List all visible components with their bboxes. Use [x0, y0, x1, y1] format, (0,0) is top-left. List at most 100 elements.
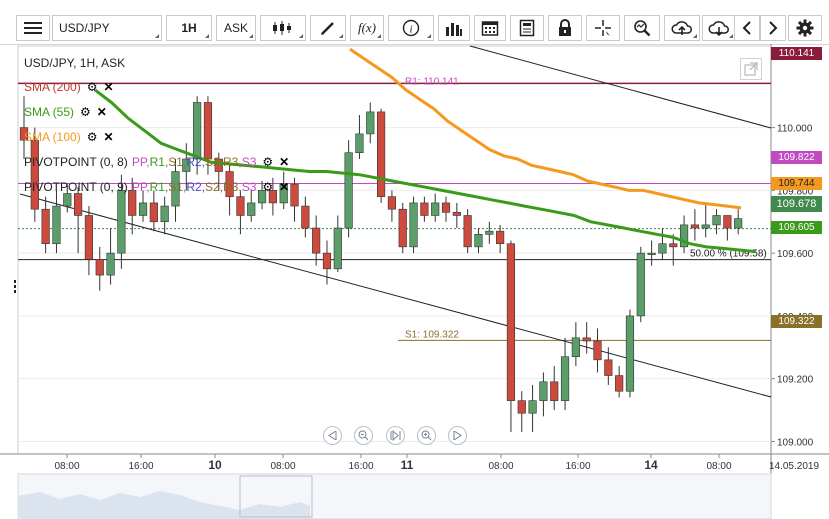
triangle-left-icon: [328, 431, 337, 440]
candle-body: [452, 212, 461, 216]
candle-body: [431, 202, 440, 216]
info-button[interactable]: i: [388, 15, 434, 41]
price-tag-sma100: 109.744: [771, 177, 822, 190]
zoom-out-icon: [358, 430, 369, 441]
fib-label: 50.00 % (109.58): [690, 249, 767, 260]
candle-body: [420, 202, 429, 216]
reset-icon: [390, 430, 401, 441]
calendar-icon: [481, 21, 499, 36]
candle-body: [528, 400, 537, 414]
candle-body: [84, 215, 94, 260]
candle-body: [117, 190, 126, 254]
symbol-select[interactable]: USD/JPY: [52, 15, 162, 41]
indicators-button[interactable]: f(x): [350, 15, 384, 41]
candle-body: [333, 227, 342, 270]
candle-body: [517, 400, 526, 414]
zoom-in-icon: [421, 430, 432, 441]
candle-body: [236, 196, 245, 216]
lock-button[interactable]: [548, 15, 582, 41]
draw-button[interactable]: [310, 15, 346, 41]
upload-button[interactable]: [664, 15, 700, 41]
sma55-line: [94, 88, 757, 254]
crosshair-button[interactable]: [586, 15, 620, 41]
next-button[interactable]: [760, 15, 786, 41]
candle-body: [496, 230, 505, 245]
chart-type-button[interactable]: [260, 15, 306, 41]
price-tag-r1: 109.822: [771, 151, 822, 164]
prev-icon: [742, 21, 751, 35]
r1-label: R1: 110.141: [405, 76, 459, 87]
close-icon[interactable]: ✕: [279, 155, 290, 169]
candle-body: [171, 171, 180, 207]
next-icon: [769, 21, 778, 35]
reset-view-button[interactable]: [386, 426, 405, 445]
candle-body: [615, 375, 624, 392]
popout-button[interactable]: [740, 58, 762, 80]
candle-body: [268, 190, 277, 204]
candle-body: [214, 158, 223, 172]
gear-icon[interactable]: ⚙: [262, 155, 274, 169]
pivot2-label: PIVOTPOINT (0, 9): [24, 180, 128, 194]
x-tick-label: 08:00: [270, 461, 295, 472]
candle-body: [560, 356, 570, 401]
prev-button[interactable]: [734, 15, 760, 41]
interval-select[interactable]: 1H: [166, 15, 212, 41]
gear-icon[interactable]: ⚙: [86, 80, 98, 94]
candle-body: [19, 127, 29, 141]
close-icon[interactable]: ✕: [103, 80, 114, 94]
candle-body: [571, 337, 580, 358]
candles-icon: [273, 21, 291, 35]
candle-body: [52, 205, 61, 245]
x-tick-label: 10: [208, 458, 222, 472]
x-tick-label: 16:00: [348, 461, 373, 472]
candle-body: [539, 381, 548, 401]
zoom-out-button[interactable]: [354, 426, 373, 445]
y-tick-label: 109.800: [777, 186, 814, 197]
legend-title-text: USD/JPY, 1H, ASK: [24, 56, 126, 70]
candle-body: [279, 183, 288, 204]
candle-body: [95, 259, 104, 276]
close-icon[interactable]: ✕: [103, 130, 114, 144]
scroll-right-button[interactable]: [448, 426, 467, 445]
download-button[interactable]: [702, 15, 736, 41]
candle-body: [409, 202, 418, 248]
candle-body: [701, 224, 710, 229]
candle-body: [74, 193, 83, 216]
candle-body: [658, 243, 667, 254]
candle-body: [355, 133, 364, 154]
candle-body: [106, 252, 115, 276]
candle-body: [734, 218, 743, 229]
info-icon: i: [402, 19, 420, 37]
candle-body: [312, 227, 321, 254]
price-tag-s1: 109.322: [771, 315, 822, 328]
sma100-label: SMA (100): [24, 130, 81, 144]
gear-icon[interactable]: ⚙: [80, 105, 91, 119]
settings-button[interactable]: [788, 15, 822, 41]
navigator-handle: [239, 475, 313, 518]
notes-button[interactable]: [510, 15, 544, 41]
x-tick-label: 14: [644, 458, 658, 472]
candle-body: [550, 381, 559, 401]
candle-body: [257, 190, 267, 204]
candle-body: [182, 158, 191, 172]
calendar-button[interactable]: [474, 15, 506, 41]
scroll-left-button[interactable]: [323, 426, 342, 445]
candle-body: [193, 102, 202, 160]
crosshair-icon: [595, 20, 611, 36]
price-side-select[interactable]: ASK: [216, 15, 256, 41]
zoom-in-button[interactable]: [417, 426, 436, 445]
gear-icon[interactable]: ⚙: [86, 130, 98, 144]
gear-icon[interactable]: ⚙: [262, 180, 274, 194]
interval-label: 1H: [181, 21, 197, 35]
close-icon[interactable]: ✕: [279, 180, 290, 194]
zoom-button[interactable]: [624, 15, 660, 41]
close-icon[interactable]: ✕: [96, 105, 107, 119]
legend-sma200: SMA (200) ⚙ ✕: [24, 80, 114, 94]
price-chart[interactable]: 110.000109.800109.600109.400109.200109.0…: [0, 44, 829, 519]
menu-icon: [24, 22, 42, 34]
menu-button[interactable]: [16, 15, 50, 41]
bars-button[interactable]: [438, 15, 470, 41]
candle-body: [63, 193, 72, 207]
chart-area[interactable]: 110.000109.800109.600109.400109.200109.0…: [0, 44, 829, 519]
candle-body: [138, 202, 148, 216]
